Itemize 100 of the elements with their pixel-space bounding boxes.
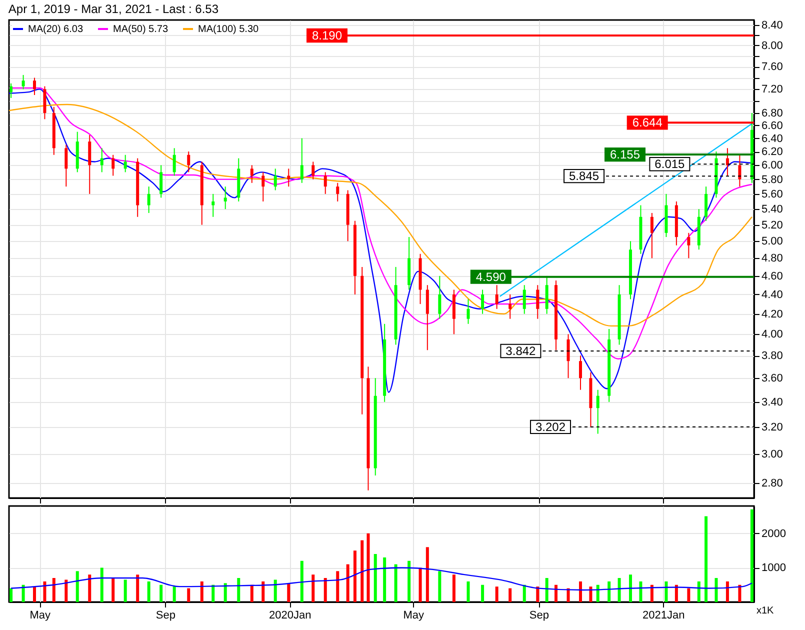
bar xyxy=(312,574,315,602)
bar xyxy=(589,586,592,602)
x-tick-label: Sep xyxy=(529,610,549,622)
y-tick-label: 8.00 xyxy=(762,40,783,52)
bar xyxy=(52,578,56,602)
y-tick-label: 2000 xyxy=(762,528,786,540)
ref-line-label: 6.015 xyxy=(654,157,686,172)
bar xyxy=(738,584,742,602)
candlestick xyxy=(124,154,127,173)
bar xyxy=(100,568,104,602)
bar xyxy=(704,516,708,602)
y-tick-label: 4.40 xyxy=(762,288,783,301)
y-tick-label: 1000 xyxy=(762,562,786,574)
y-tick-label: 7.20 xyxy=(762,84,783,96)
bar xyxy=(466,581,470,602)
bar xyxy=(274,580,277,602)
bar xyxy=(545,578,548,602)
candlestick xyxy=(650,212,654,259)
bar xyxy=(136,574,140,602)
x-tick-label: May xyxy=(30,610,52,622)
candlestick xyxy=(88,134,92,194)
bar xyxy=(408,560,411,602)
bar xyxy=(262,581,265,602)
candlestick xyxy=(147,186,150,214)
bar xyxy=(200,581,204,602)
candlestick xyxy=(438,275,442,320)
y-tick-label: 5.60 xyxy=(762,188,783,200)
x-tick-label: 2021Jan xyxy=(642,610,685,622)
bar xyxy=(687,588,690,602)
bar xyxy=(374,554,377,602)
chart-title: Apr 1, 2019 - Mar 31, 2021 - Last : 6.53 xyxy=(8,2,219,16)
candlestick xyxy=(112,154,115,176)
bar xyxy=(650,584,654,602)
candlestick xyxy=(704,186,708,222)
y-tick-label: 5.00 xyxy=(762,236,783,248)
legend-label: MA(50) 5.73 xyxy=(113,24,168,35)
bar xyxy=(629,574,632,602)
bar xyxy=(618,578,621,602)
bar xyxy=(10,588,13,602)
bar xyxy=(76,571,79,602)
legend-label: MA(100) 5.30 xyxy=(198,24,260,35)
candlestick xyxy=(566,334,570,379)
bar xyxy=(750,509,754,602)
candlestick xyxy=(324,172,327,194)
x-tick-label: 2020Jan xyxy=(269,610,312,622)
bar xyxy=(697,581,700,602)
candlestick xyxy=(64,144,68,188)
y-tick-label: 4.80 xyxy=(762,252,783,265)
y-tick-label: 3.00 xyxy=(762,448,783,461)
legend-label: MA(20) 6.03 xyxy=(28,24,84,35)
candlestick xyxy=(522,284,526,314)
bar xyxy=(360,540,364,602)
candlestick xyxy=(495,284,498,310)
bar xyxy=(287,583,290,602)
line-series xyxy=(8,104,753,327)
bar xyxy=(300,560,304,602)
line-series xyxy=(10,567,753,591)
bar xyxy=(224,583,227,602)
bar xyxy=(579,581,582,602)
y-tick-label: 7.60 xyxy=(762,61,783,74)
candlestick xyxy=(545,275,548,314)
candlestick xyxy=(738,154,742,188)
candlestick xyxy=(466,298,470,324)
ref-line-label: 8.190 xyxy=(312,28,342,42)
candlestick xyxy=(274,168,277,191)
bar xyxy=(336,571,340,602)
bar xyxy=(536,586,540,602)
y-tick-label: 5.20 xyxy=(762,219,783,232)
y-tick-label: 4.20 xyxy=(762,308,783,320)
bar xyxy=(418,568,422,602)
candlestick xyxy=(300,138,304,184)
bar xyxy=(714,578,718,602)
candlestick xyxy=(212,193,215,218)
bar xyxy=(324,578,327,602)
y-tick-label: 4.00 xyxy=(762,328,783,341)
candlestick xyxy=(579,355,582,390)
y-tick-label: 3.20 xyxy=(762,422,783,434)
bar xyxy=(353,550,356,602)
candlestick xyxy=(100,148,104,173)
bar xyxy=(88,574,92,602)
bar xyxy=(112,578,115,602)
candlestick xyxy=(43,86,46,120)
bar xyxy=(147,581,150,602)
bar xyxy=(160,584,163,602)
bar xyxy=(664,581,668,602)
bar xyxy=(452,574,456,602)
y-tick-label: 5.80 xyxy=(762,174,783,186)
ref-line-label: 5.845 xyxy=(569,169,600,184)
candlestick xyxy=(312,161,315,180)
ref-line-label: 3.202 xyxy=(535,420,566,434)
candlestick xyxy=(262,172,265,202)
candlestick xyxy=(160,164,163,198)
bar xyxy=(495,586,498,602)
y-tick-label: 8.40 xyxy=(762,19,783,32)
bar xyxy=(250,584,254,602)
y-tick-label: 4.60 xyxy=(762,270,783,282)
bar xyxy=(383,557,386,602)
y-tick-label: 6.20 xyxy=(762,146,783,158)
bar xyxy=(43,581,46,602)
bar xyxy=(639,581,642,602)
